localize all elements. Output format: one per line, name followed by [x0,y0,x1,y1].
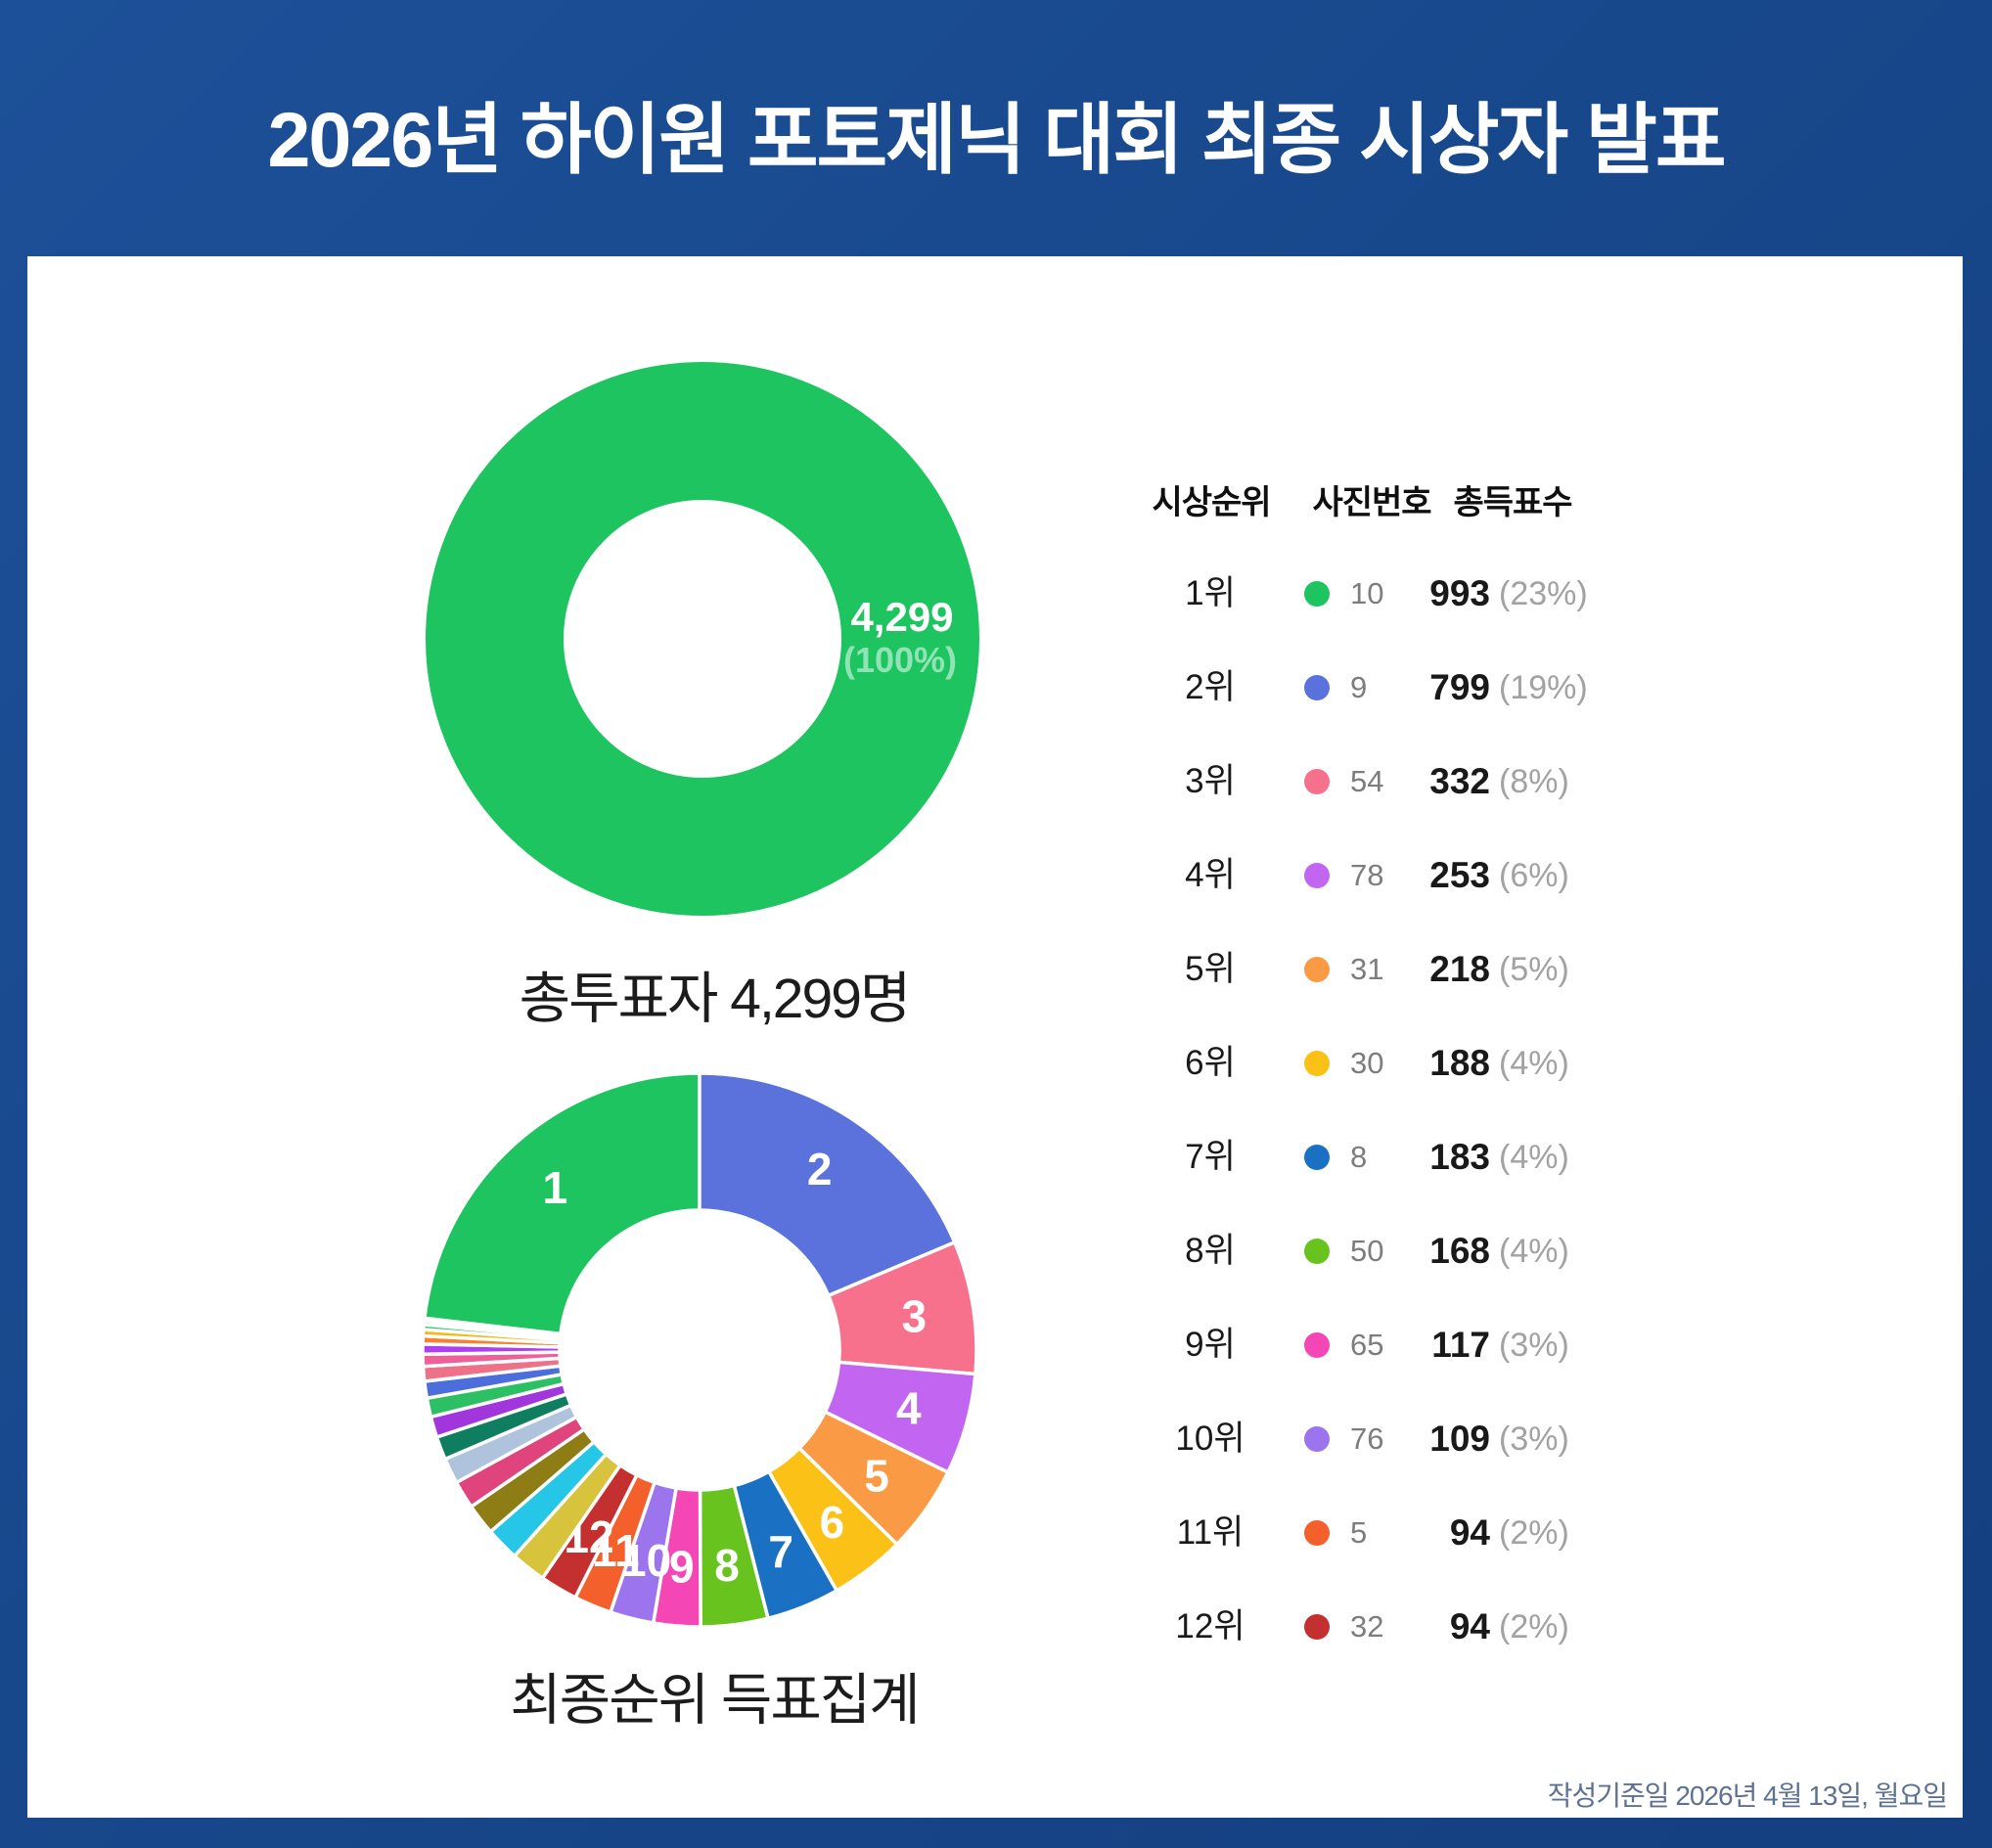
total-votes-value: 332 [1429,761,1490,801]
total-votes-value: 993 [1429,573,1490,613]
votes-percent-value: (5%) [1499,951,1569,988]
total-votes-value: 117 [1431,1325,1490,1365]
photo-number-value: 5 [1350,1515,1368,1550]
award-rank-label: 10위 [1175,1420,1245,1458]
color-dot-icon [1304,1239,1330,1264]
table-row: 7위 8 183 (4%) [27,1128,1963,1187]
slice-rank-label: 6 [820,1497,845,1548]
slice-rank-label: 8 [714,1540,740,1591]
award-rank-label: 6위 [1185,1044,1236,1082]
votes-percent-value: (23%) [1499,575,1588,612]
color-dot-icon [1304,1145,1330,1170]
table-row: 11위 5 94 (2%) [27,1504,1963,1562]
votes-percent-value: (2%) [1499,1608,1569,1645]
photo-number-value: 8 [1350,1140,1368,1174]
content-panel: 4,299 (100%) 총투표자 4,299명 1 2 3 4 5 6 7 8 9 10 11 12 … [27,256,1963,1818]
total-votes-value: 168 [1429,1231,1490,1271]
votes-percent-value: (4%) [1499,1233,1569,1270]
votes-percent-value: (3%) [1499,1327,1569,1364]
photo-number-value: 50 [1350,1234,1384,1268]
photo-number-value: 31 [1350,952,1384,986]
votes-percent-value: (19%) [1499,669,1588,706]
total-votes-value: 94 [1449,1606,1490,1646]
color-dot-icon [1304,1051,1330,1076]
award-rank-label: 12위 [1175,1607,1245,1645]
slice-rank-label: 1 [543,1162,568,1213]
header-photo-number: 사진번호 [1312,484,1431,521]
table-row: 8위 50 168 (4%) [27,1222,1963,1281]
center-percent-label: (100%) [843,640,957,680]
total-votes-value: 253 [1429,855,1490,895]
table-row: 3위 54 332 (8%) [27,752,1963,811]
table-row: 9위 65 117 (3%) [27,1316,1963,1375]
photo-number-value: 10 [1350,576,1384,610]
page-title: 2026년 하이원 포토제닉 대회 최종 시상자 발표 [267,96,1727,183]
award-rank-label: 2위 [1185,668,1236,706]
header-award-rank: 시상순위 [1152,484,1271,521]
photo-number-value: 78 [1350,858,1384,892]
footer-date: 작성기준일 2026년 4월 13일, 월요일 [1547,1780,1948,1811]
votes-percent-value: (4%) [1499,1139,1569,1176]
slice-rank-label: 9 [669,1541,695,1592]
votes-percent-value: (8%) [1499,763,1569,800]
votes-percent-value: (2%) [1499,1514,1569,1552]
photo-number-value: 32 [1350,1609,1384,1644]
slice-rank-label: 3 [902,1290,928,1341]
table-row: 6위 30 188 (4%) [27,1034,1963,1093]
table-row: 4위 78 253 (6%) [27,846,1963,905]
table-row: 12위 32 94 (2%) [27,1598,1963,1656]
award-rank-label: 3위 [1185,762,1236,800]
header-total-votes: 총득표수 [1453,484,1572,521]
color-dot-icon [1304,1332,1330,1358]
award-rank-label: 7위 [1185,1138,1236,1176]
total-votes-value: 218 [1429,949,1490,989]
donut-slice-1 [422,1071,702,1336]
award-rank-label: 4위 [1185,856,1236,894]
photo-number-value: 76 [1350,1421,1384,1456]
color-dot-icon [1304,863,1330,888]
photo-number-value: 30 [1350,1046,1384,1080]
color-dot-icon [1304,957,1330,982]
color-dot-icon [1304,1614,1330,1640]
award-rank-label: 11위 [1176,1513,1245,1552]
award-rank-label: 5위 [1185,950,1236,988]
award-rank-label: 8위 [1185,1232,1236,1270]
donut-slice-other-30 [422,1316,563,1337]
ranking-caption: 최종순위 득표집계 [510,1669,920,1732]
photo-number-value: 9 [1350,670,1368,704]
total-votes-value: 183 [1429,1137,1490,1177]
total-votes-value: 94 [1449,1512,1490,1553]
award-rank-label: 1위 [1185,574,1236,612]
table-row: 1위 10 993 (23%) [27,564,1963,623]
votes-percent-value: (6%) [1499,857,1569,894]
slice-rank-label: 5 [864,1451,889,1502]
total-votes-value: 799 [1429,667,1490,707]
photo-number-value: 65 [1350,1328,1384,1362]
color-dot-icon [1304,1520,1330,1546]
slice-rank-label: 2 [807,1144,833,1194]
award-rank-label: 9위 [1185,1326,1236,1364]
donut-slice-total [426,362,979,916]
donut-slice-2 [698,1071,957,1298]
total-voters-caption: 총투표자 4,299명 [519,968,912,1030]
total-voters-donut-chart: 4,299(100%) [426,362,979,916]
total-votes-value: 109 [1429,1419,1490,1459]
total-votes-value: 188 [1429,1043,1490,1083]
color-dot-icon [1304,769,1330,794]
center-value-label: 4,299 [850,594,953,640]
slice-rank-label: 4 [896,1383,922,1434]
votes-percent-value: (3%) [1499,1420,1569,1458]
table-row: 5위 31 218 (5%) [27,940,1963,999]
color-dot-icon [1304,581,1330,607]
color-dot-icon [1304,675,1330,700]
photo-number-value: 54 [1350,764,1384,798]
table-row: 10위 76 109 (3%) [27,1410,1963,1468]
slice-rank-label: 7 [768,1526,793,1577]
votes-percent-value: (4%) [1499,1045,1569,1082]
table-row: 2위 9 799 (19%) [27,658,1963,717]
color-dot-icon [1304,1426,1330,1452]
